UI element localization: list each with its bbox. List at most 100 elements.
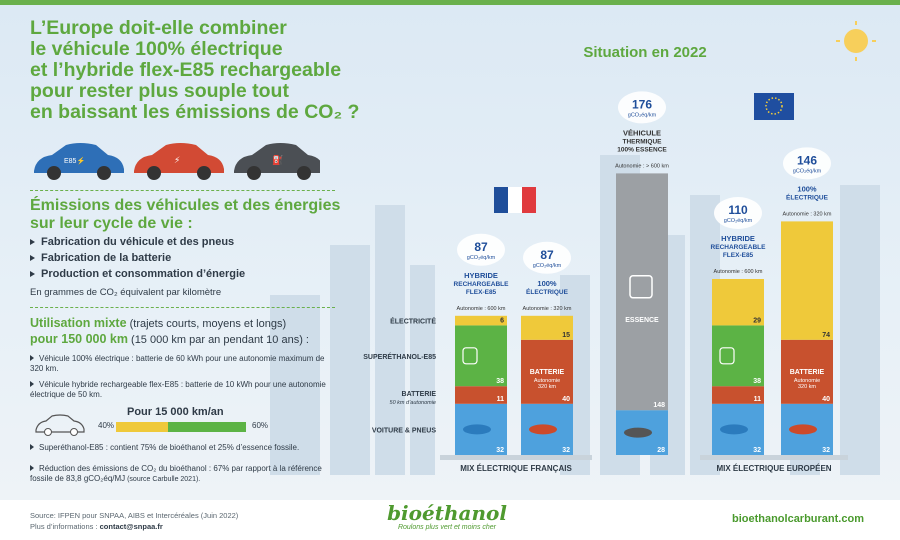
triangle-bullet-icon xyxy=(30,271,35,277)
note-item: Véhicule hybride rechargeable flex-E85 :… xyxy=(30,380,326,399)
chart-title: Situation en 2022 xyxy=(583,44,706,61)
source-note: Source: IFPEN pour SNPAA, AIBS et Interc… xyxy=(30,510,238,532)
bar-name-label: FLEX-E85 xyxy=(723,252,754,259)
segment-value-label: 15 xyxy=(562,332,570,339)
km-per-year-title: Pour 15 000 km/an xyxy=(127,406,224,418)
e85-pump-icon xyxy=(462,347,478,365)
section1-title: Émissions des véhicules et des énergies … xyxy=(30,197,340,233)
essence-inner-label: ESSENCE xyxy=(625,317,659,324)
bar-total-label: 87 xyxy=(474,240,488,254)
bar-segment-batterie xyxy=(521,339,573,404)
title-line: pour rester plus souple tout xyxy=(30,80,289,102)
title-line: et l’hybride flex-E85 rechargeable xyxy=(30,59,342,81)
segment-value-label: 29 xyxy=(753,317,761,324)
component-label: BATTERIE xyxy=(402,391,437,398)
bar-unit-label: gCO₂éq/km xyxy=(628,112,657,118)
bar-range-label: Autonomie : 600 km xyxy=(457,306,506,312)
segment-value-label: 11 xyxy=(754,396,762,403)
car-icon xyxy=(463,424,491,435)
battery-inner-sub: 320 km xyxy=(798,384,816,390)
battery-inner-sub: Autonomie xyxy=(534,378,560,384)
total-cloud-icon xyxy=(457,233,505,266)
group-label: MIX ÉLECTRIQUE FRANÇAIS xyxy=(460,464,572,473)
car-icon xyxy=(529,424,557,435)
contact-label: Plus d’informations : xyxy=(30,522,100,531)
bar-segment-electricite xyxy=(781,221,833,340)
bar-name-label: ÉLECTRIQUE xyxy=(526,287,569,296)
triangle-bullet-icon xyxy=(30,255,35,261)
bar-name-label: ÉLECTRIQUE xyxy=(786,192,829,201)
bullet-item: Fabrication de la batterie xyxy=(30,252,171,264)
bar-range-label: Autonomie : 320 km xyxy=(783,211,832,217)
brand-name: bioéthanol xyxy=(387,501,507,525)
triangle-bullet-icon xyxy=(30,239,35,245)
brand-tagline: Roulons plus vert et moins cher xyxy=(397,524,497,531)
eu-flag-icon xyxy=(754,93,794,120)
website-link[interactable]: bioethanolcarburant.com xyxy=(731,513,864,525)
bar-segment-electricite xyxy=(712,279,764,326)
car-icon xyxy=(789,424,817,435)
bar-segment-electricite xyxy=(521,315,573,340)
bar-segment-superethanol xyxy=(712,325,764,387)
segment-value-label: 6 xyxy=(500,317,504,324)
baseline-strip xyxy=(440,455,592,460)
segment-value-label: 32 xyxy=(562,447,570,454)
component-label: ÉLECTRICITÉ xyxy=(390,317,436,326)
segment-value-label: 40 xyxy=(562,396,570,403)
bar-name-label: VÉHICULE xyxy=(623,128,661,137)
source-line: Source: IFPEN pour SNPAA, AIBS et Interc… xyxy=(30,511,239,520)
segment-value-label: 32 xyxy=(753,447,761,454)
battery-inner-label: BATTERIE xyxy=(530,369,565,376)
svg-text:⛽: ⛽ xyxy=(272,154,283,166)
bar-segment-batterie xyxy=(455,386,507,404)
red-car-icon: ⚡ xyxy=(134,143,224,180)
grey-car-icon: ⛽ xyxy=(234,143,320,180)
note-item: Véhicule 100% électrique : batterie de 6… xyxy=(30,354,325,373)
bar-name-label: 100% xyxy=(797,184,817,193)
emissions-chart: Situation en 20223211386HYBRIDERECHARGEA… xyxy=(363,44,848,473)
battery-inner-label: BATTERIE xyxy=(790,369,825,376)
component-sublabel: 50 km d’autonomie xyxy=(390,400,436,406)
small-car-icon xyxy=(35,414,85,436)
segment-value-label: 40 xyxy=(822,396,830,403)
fuel-pump-icon xyxy=(629,275,653,299)
segment-value-label: 148 xyxy=(653,402,665,409)
footer xyxy=(0,500,900,540)
bar-segment-superethanol xyxy=(455,325,507,387)
france-flag-icon xyxy=(494,187,508,213)
segment-value-label: 38 xyxy=(496,378,504,385)
total-cloud-icon xyxy=(523,241,571,274)
bar-segment-essence xyxy=(616,173,668,411)
note-item: Réduction des émissions de CO₂ du bioéth… xyxy=(30,464,322,483)
section-divider xyxy=(30,190,335,191)
triangle-bullet-icon xyxy=(30,444,34,450)
bar-unit-label: gCO₂éq/km xyxy=(533,263,562,269)
page-title: L’Europe doit-elle combiner le véhicule … xyxy=(30,18,450,123)
cars-illustration: E85⚡ ⚡ ⛽ xyxy=(34,143,320,180)
bullet-item: Production et consommation d’énergie xyxy=(30,268,245,280)
car-icon xyxy=(624,427,652,438)
total-cloud-icon xyxy=(783,147,831,180)
bar-name-label: 100% xyxy=(537,279,557,288)
sun-icon xyxy=(844,29,868,53)
segment-value-label: 32 xyxy=(496,447,504,454)
eu-stars-icon xyxy=(765,97,783,115)
top-stripe xyxy=(0,0,900,5)
segment-value-label: 38 xyxy=(753,378,761,385)
e85-share-bar xyxy=(168,422,246,432)
title-line: L’Europe doit-elle combiner xyxy=(30,17,287,39)
bar-name-label: THERMIQUE xyxy=(623,138,663,145)
triangle-bullet-icon xyxy=(30,465,34,471)
bar-unit-label: gCO₂éq/km xyxy=(467,255,496,261)
e85-pump-icon xyxy=(719,347,735,365)
km-right-percent: 60% xyxy=(252,421,269,430)
france-flag-icon xyxy=(522,187,536,213)
france-flag-icon xyxy=(508,187,522,213)
group-label: MIX ÉLECTRIQUE EUROPÉEN xyxy=(716,464,831,473)
section-divider xyxy=(30,307,335,308)
title-line: le véhicule 100% électrique xyxy=(30,38,283,60)
baseline-strip xyxy=(700,455,848,460)
bar-range-label: Autonomie : 320 km xyxy=(523,306,572,312)
section1-title-line: Émissions des véhicules et des énergies xyxy=(30,197,341,214)
contact-email: contact@snpaa.fr xyxy=(99,522,163,531)
